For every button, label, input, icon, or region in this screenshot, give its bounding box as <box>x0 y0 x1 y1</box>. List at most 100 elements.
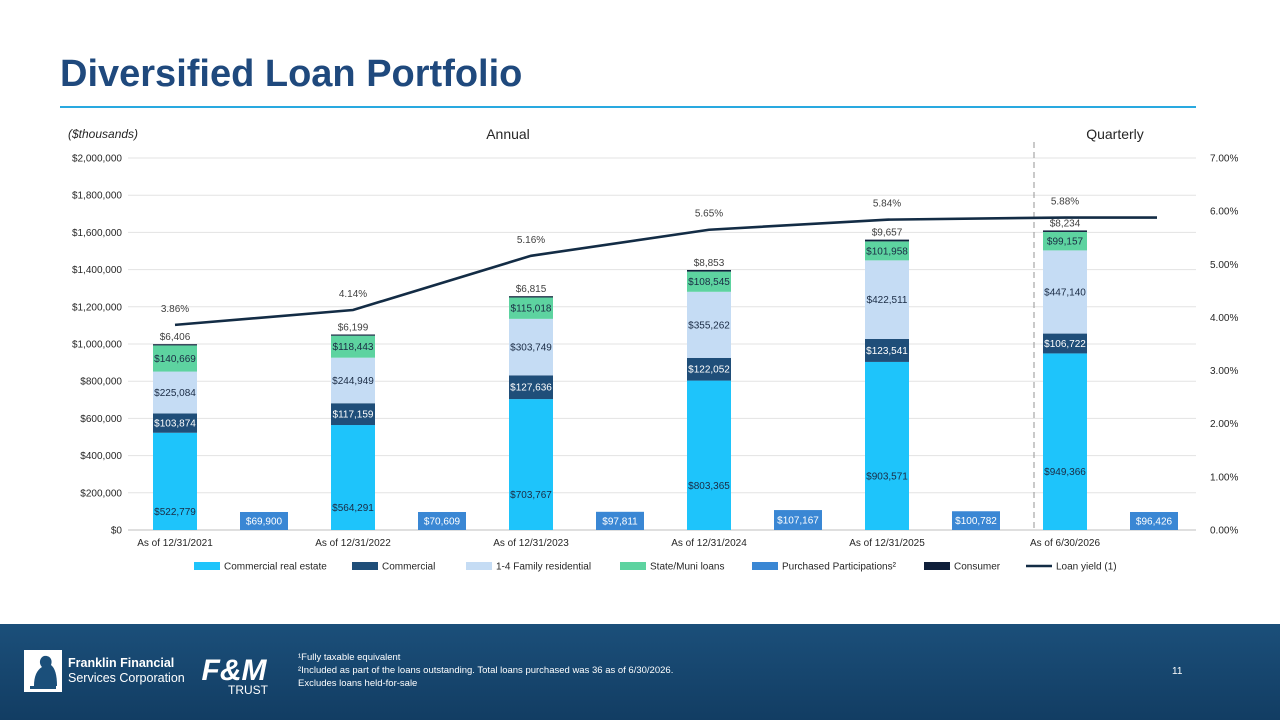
bar-segment <box>331 335 375 358</box>
bar-segment <box>865 361 909 530</box>
bar-purchased-participations <box>774 510 822 530</box>
data-label: $107,167 <box>777 516 819 527</box>
company-name: Franklin Financial Services Corporation <box>68 656 185 686</box>
bar-segment <box>1043 250 1087 334</box>
bar-segment <box>865 239 909 242</box>
title-underline <box>60 106 1196 108</box>
data-label: $225,084 <box>154 388 196 399</box>
x-tick-label: As of 12/31/2024 <box>671 538 747 549</box>
y2-tick-label: 6.00% <box>1210 207 1238 218</box>
y-tick-label: $1,400,000 <box>72 265 122 276</box>
data-label: $8,853 <box>694 258 725 269</box>
bar-segment <box>687 269 731 272</box>
bar-segment <box>153 371 197 414</box>
company-name-line1: Franklin Financial <box>68 656 175 670</box>
legend-label: Commercial real estate <box>224 562 327 573</box>
data-label: $564,291 <box>332 503 374 514</box>
y2-tick-label: 4.00% <box>1210 313 1238 324</box>
data-label: $99,157 <box>1047 237 1084 248</box>
x-tick-label: As of 12/31/2023 <box>493 538 569 549</box>
legend-label: 1-4 Family residential <box>496 562 591 573</box>
y2-tick-label: 5.00% <box>1210 260 1238 271</box>
legend-label: Commercial <box>382 562 435 573</box>
footnote-2: ²Included as part of the loans outstandi… <box>298 665 674 676</box>
y2-tick-label: 0.00% <box>1210 526 1238 537</box>
section-label-annual: Annual <box>486 126 530 142</box>
data-label: $106,722 <box>1044 339 1086 350</box>
footnote-1: ¹Fully taxable equivalent <box>298 652 401 663</box>
footnotes: ¹Fully taxable equivalent ²Included as p… <box>298 651 673 690</box>
y-tick-label: $400,000 <box>80 451 122 462</box>
bar-segment <box>509 399 553 530</box>
data-label: $108,545 <box>688 277 730 288</box>
bar-segment <box>153 345 197 372</box>
y-tick-label: $600,000 <box>80 414 122 425</box>
data-label: $70,609 <box>424 517 461 528</box>
bar-segment <box>687 271 731 292</box>
data-label: $9,657 <box>872 228 903 239</box>
x-tick-label: As of 6/30/2026 <box>1030 538 1100 549</box>
company-name-line2: Services Corporation <box>68 671 185 685</box>
data-label: $97,811 <box>602 516 638 527</box>
franklin-bust-icon <box>24 650 62 692</box>
bar-segment <box>331 357 375 404</box>
page-title: Diversified Loan Portfolio <box>60 53 523 95</box>
legend-swatch <box>924 562 950 570</box>
data-label: $6,815 <box>516 284 547 295</box>
bar-segment <box>509 296 553 298</box>
y-tick-label: $800,000 <box>80 377 122 388</box>
data-label: $123,541 <box>866 346 908 357</box>
y2-tick-label: 1.00% <box>1210 472 1238 483</box>
yield-label: 5.88% <box>1051 197 1079 208</box>
yield-label: 5.84% <box>873 199 901 210</box>
yield-label: 4.14% <box>339 289 367 300</box>
bar-segment <box>687 357 731 381</box>
data-label: $422,511 <box>867 295 908 306</box>
bar-segment <box>153 432 197 530</box>
data-label: $115,018 <box>511 304 552 315</box>
legend-label: Loan yield (1) <box>1056 562 1117 573</box>
legend-swatch <box>620 562 646 570</box>
bar-segment <box>509 318 553 376</box>
bar-segment <box>687 291 731 358</box>
bar-purchased-participations <box>952 511 1000 530</box>
section-label-quarterly: Quarterly <box>1086 126 1144 142</box>
data-label: $8,234 <box>1050 218 1081 229</box>
data-label: $69,900 <box>246 517 283 528</box>
data-label: $140,669 <box>154 354 196 365</box>
bar-segment <box>331 334 375 336</box>
data-label: $118,443 <box>333 342 374 353</box>
y2-tick-label: 2.00% <box>1210 419 1238 430</box>
x-tick-label: As of 12/31/2021 <box>137 538 213 549</box>
loan-portfolio-chart: $0 $200,000 $400,000 $600,000 $800,000 $1,000… <box>68 126 1238 573</box>
bar-segment <box>1043 231 1087 251</box>
legend-label: Consumer <box>954 562 1001 573</box>
legend-swatch <box>194 562 220 570</box>
bar-segment <box>509 297 553 319</box>
y-tick-label: $200,000 <box>80 488 122 499</box>
data-label: $949,366 <box>1044 467 1086 478</box>
bar-segment <box>865 241 909 261</box>
fm-trust-logo: F&M TRUST <box>202 654 269 696</box>
legend-label: State/Muni loans <box>650 562 725 573</box>
bar-segment <box>331 403 375 426</box>
bar-segment <box>153 344 197 346</box>
bar-purchased-participations <box>596 511 644 530</box>
yield-label: 5.65% <box>695 209 723 220</box>
yield-label: 5.16% <box>517 235 545 246</box>
data-label: $103,874 <box>154 419 196 430</box>
page-number: 11 <box>1172 666 1183 677</box>
legend-swatch <box>352 562 378 570</box>
footer-band: Franklin Financial Services Corporation … <box>0 624 1280 720</box>
bar-segment <box>865 260 909 339</box>
data-label: $6,199 <box>338 323 369 334</box>
bar-segment <box>1043 353 1087 530</box>
bar-purchased-participations <box>1130 512 1178 530</box>
bar-segment <box>509 375 553 400</box>
data-label: $122,052 <box>688 365 730 376</box>
data-label: $6,406 <box>160 332 191 343</box>
bar-purchased-participations <box>240 512 288 530</box>
x-tick-label: As of 12/31/2025 <box>849 538 925 549</box>
data-label: $703,767 <box>510 490 552 501</box>
legend-swatch <box>752 562 778 570</box>
